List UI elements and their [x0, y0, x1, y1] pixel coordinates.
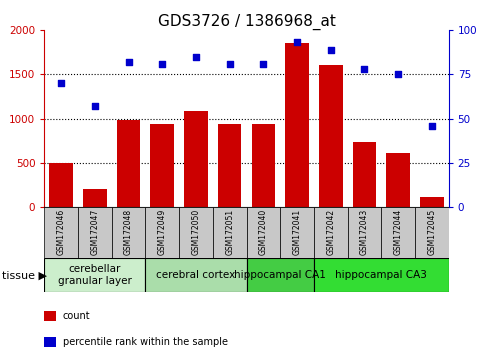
Bar: [78, 207, 112, 258]
Bar: [83, 189, 106, 207]
Text: hippocampal CA3: hippocampal CA3: [335, 270, 427, 280]
Bar: [381, 207, 415, 258]
Point: [226, 61, 234, 67]
Bar: [314, 258, 449, 292]
Text: GSM172049: GSM172049: [158, 209, 167, 255]
Text: count: count: [63, 311, 90, 321]
Bar: [150, 124, 174, 207]
Bar: [49, 163, 73, 207]
Bar: [184, 110, 208, 207]
Bar: [179, 207, 213, 258]
Text: GSM172040: GSM172040: [259, 209, 268, 255]
Point: [91, 103, 99, 109]
Bar: [218, 124, 242, 207]
Text: percentile rank within the sample: percentile rank within the sample: [63, 337, 228, 347]
Text: GSM172045: GSM172045: [427, 209, 436, 255]
Bar: [246, 207, 280, 258]
Point: [394, 72, 402, 77]
Bar: [348, 207, 381, 258]
Text: GSM172051: GSM172051: [225, 209, 234, 255]
Text: cerebral cortex: cerebral cortex: [156, 270, 236, 280]
Bar: [285, 44, 309, 207]
Point: [327, 47, 335, 52]
Text: GSM172042: GSM172042: [326, 209, 335, 255]
Text: hippocampal CA1: hippocampal CA1: [234, 270, 326, 280]
Bar: [145, 207, 179, 258]
Text: GSM172044: GSM172044: [393, 209, 403, 255]
Text: tissue ▶: tissue ▶: [2, 270, 47, 280]
Bar: [319, 65, 343, 207]
Point: [293, 40, 301, 45]
Bar: [387, 153, 410, 207]
Bar: [44, 337, 57, 347]
Text: GSM172041: GSM172041: [292, 209, 302, 255]
Bar: [415, 207, 449, 258]
Text: GSM172050: GSM172050: [191, 209, 201, 255]
Point: [192, 54, 200, 59]
Bar: [314, 207, 348, 258]
Point: [428, 123, 436, 129]
Bar: [352, 143, 376, 207]
Bar: [251, 124, 275, 207]
Text: GSM172048: GSM172048: [124, 209, 133, 255]
Text: GSM172043: GSM172043: [360, 209, 369, 255]
Point: [360, 66, 368, 72]
Point: [125, 59, 133, 65]
Point: [57, 80, 65, 86]
Bar: [112, 207, 145, 258]
Text: cerebellar
granular layer: cerebellar granular layer: [58, 264, 132, 286]
Bar: [44, 207, 78, 258]
Bar: [420, 198, 444, 207]
Point: [158, 61, 166, 67]
Point: [259, 61, 267, 67]
Bar: [145, 258, 246, 292]
Bar: [246, 258, 314, 292]
Title: GDS3726 / 1386968_at: GDS3726 / 1386968_at: [158, 14, 335, 30]
Bar: [280, 207, 314, 258]
Text: GSM172046: GSM172046: [57, 209, 66, 255]
Bar: [213, 207, 246, 258]
Text: GSM172047: GSM172047: [90, 209, 100, 255]
Bar: [44, 311, 57, 321]
Bar: [44, 258, 145, 292]
Bar: [117, 120, 141, 207]
